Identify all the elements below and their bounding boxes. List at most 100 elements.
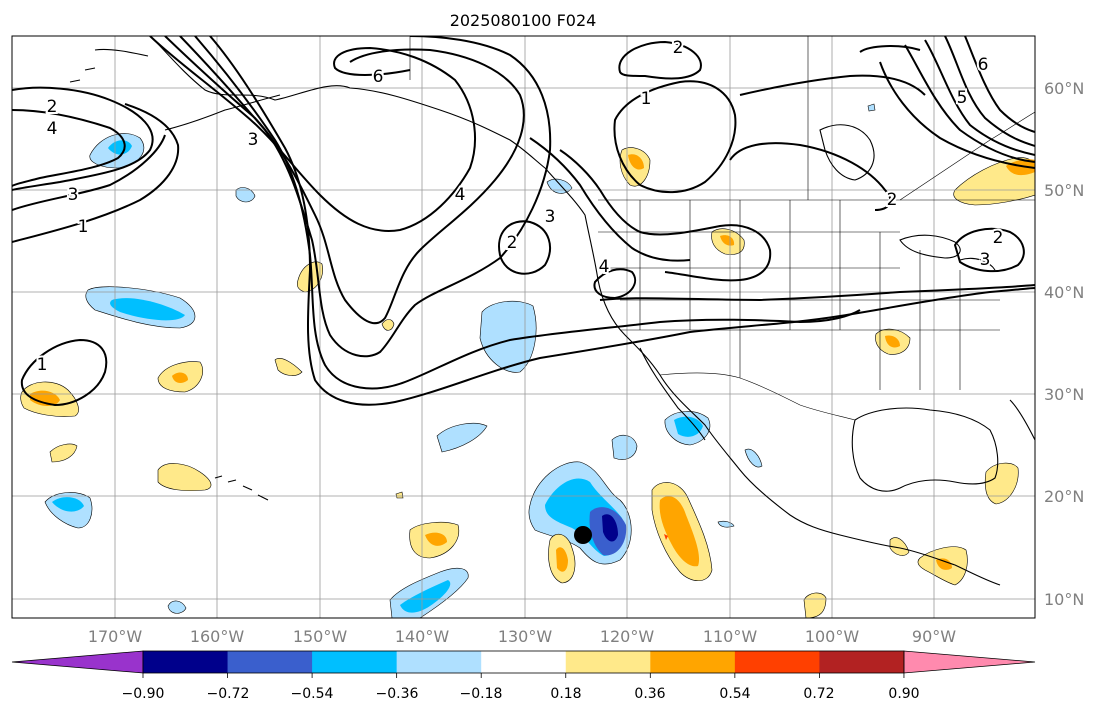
lat-label: 40°N — [1044, 283, 1084, 302]
colorbar-tick-label: 0.18 — [550, 686, 581, 702]
contour — [739, 74, 926, 96]
lat-label: 10°N — [1044, 590, 1084, 609]
graticule — [12, 36, 1035, 618]
contour — [593, 268, 637, 300]
contour-label: 2 — [673, 38, 684, 58]
lon-label: 130°W — [498, 627, 553, 646]
contour — [599, 284, 1035, 302]
anomaly-positive — [556, 547, 568, 572]
storm-center-marker — [574, 526, 592, 544]
contour — [12, 86, 154, 191]
anomaly-negative — [479, 300, 537, 373]
contour — [179, 36, 552, 358]
anomaly-negative — [602, 514, 618, 542]
contour-label: 3 — [248, 130, 259, 150]
anomaly-negative — [674, 416, 703, 437]
colorbar-tick-label: 0.72 — [803, 686, 834, 702]
colorbar-segment — [650, 651, 736, 673]
contour-label: 5 — [957, 88, 968, 108]
contour — [149, 36, 476, 232]
colorbar-ticks: −0.90 −0.72 −0.54 −0.36 −0.18 0.18 0.36 … — [122, 686, 920, 702]
anomaly-negative — [400, 580, 451, 613]
anomaly-positive — [628, 154, 644, 170]
anomaly-negative — [167, 600, 187, 614]
political-borders — [409, 36, 1035, 421]
contour-label: 1 — [37, 355, 48, 375]
lon-label: 110°W — [703, 627, 758, 646]
colorbar-outline — [142, 650, 905, 674]
contour-label: 2 — [47, 97, 58, 117]
anomaly-negative — [611, 434, 638, 460]
contour-label: 4 — [599, 257, 610, 277]
shaded-anomalies — [20, 103, 1035, 618]
anomaly-positive — [1006, 159, 1035, 176]
contour — [20, 338, 108, 407]
lon-label: 160°W — [190, 627, 245, 646]
anomaly-negative — [110, 298, 185, 321]
contour — [12, 109, 126, 187]
colorbar-segment — [481, 651, 567, 673]
colorbar: −0.90 −0.72 −0.54 −0.36 −0.18 0.18 0.36 … — [11, 650, 1036, 702]
colorbar-tick-label: −0.36 — [376, 686, 419, 702]
anomaly-positive — [157, 463, 212, 492]
contour — [613, 80, 737, 194]
contour — [924, 39, 1035, 156]
contour — [618, 40, 702, 80]
anomaly-negative — [235, 187, 256, 203]
lon-label: 170°W — [88, 627, 143, 646]
anomaly-positive — [984, 462, 1019, 505]
anomaly-negative — [744, 448, 763, 468]
contour-label: 2 — [507, 233, 518, 253]
anomaly-positive — [381, 319, 395, 331]
coastlines — [69, 36, 1035, 586]
contour-label: 2 — [887, 190, 898, 210]
colorbar-extend-min — [11, 650, 144, 674]
anomaly-positive — [395, 491, 404, 499]
anomaly-positive — [659, 496, 700, 567]
colorbar-tick-label: −0.54 — [291, 686, 334, 702]
colorbar-segment — [312, 651, 398, 673]
contour — [12, 103, 180, 243]
contour-label: 1 — [641, 89, 652, 109]
lon-label: 140°W — [395, 627, 450, 646]
contour — [904, 44, 1035, 163]
contour — [879, 61, 1035, 169]
longitude-labels: 170°W 160°W 150°W 140°W 130°W 120°W 110°… — [88, 627, 956, 646]
anomaly-positive — [425, 532, 447, 546]
colorbar-extend-max — [903, 650, 1036, 674]
map-title: 2025080100 F024 — [450, 11, 597, 30]
anomaly-positive — [172, 372, 188, 384]
lat-label: 60°N — [1044, 79, 1084, 98]
colorbar-segments — [11, 650, 1036, 678]
anomaly-negative — [867, 103, 876, 112]
anomaly-positive — [30, 390, 60, 406]
colorbar-segment — [565, 651, 651, 673]
lon-label: 150°W — [293, 627, 348, 646]
colorbar-segment — [734, 651, 820, 673]
contour — [944, 36, 1035, 147]
contour-label: 3 — [980, 250, 991, 270]
lon-label: 90°W — [912, 627, 956, 646]
anomaly-negative — [436, 423, 488, 453]
colorbar-tick-label: 0.90 — [888, 686, 919, 702]
anomaly-negative — [52, 497, 84, 512]
colorbar-segment — [143, 651, 229, 673]
contour-label: 6 — [978, 55, 989, 75]
colorbar-segment — [227, 651, 313, 673]
lat-label: 50°N — [1044, 181, 1084, 200]
colorbar-tick-label: −0.72 — [207, 686, 250, 702]
contour — [12, 134, 166, 211]
map-border — [11, 35, 1036, 619]
anomaly-positive — [720, 235, 735, 246]
contour — [529, 137, 691, 262]
contour-label: 4 — [455, 185, 466, 205]
map-area: 2 4 3 1 6 3 4 2 3 4 2 1 2 6 5 3 2 1 — [12, 36, 1035, 618]
lat-label: 20°N — [1044, 487, 1084, 506]
contour — [194, 36, 861, 390]
contour — [859, 45, 921, 53]
contour — [209, 36, 1035, 406]
contour-label: 3 — [68, 185, 79, 205]
contour — [559, 149, 772, 282]
contour — [729, 142, 892, 211]
